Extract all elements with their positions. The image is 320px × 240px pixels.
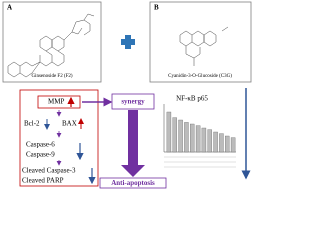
big-arrow <box>121 110 145 177</box>
panel-label: Ginsenoside F2 (F2) <box>31 74 72 79</box>
bar <box>172 117 177 153</box>
panel-label: Cyanidin-3-O-Glucoside (C3G) <box>168 74 232 79</box>
marker-label: Cleaved PARP <box>22 177 64 185</box>
bar <box>219 133 224 153</box>
marker-label: Bcl-2 <box>24 120 40 128</box>
bar <box>184 122 189 153</box>
marker-frame <box>19 89 99 187</box>
bar <box>190 123 195 153</box>
marker-label: BAX <box>62 120 77 128</box>
bar <box>166 111 172 153</box>
panel-b-box <box>149 1 252 83</box>
marker-label: Caspase-9 <box>26 151 55 159</box>
bar <box>225 135 230 153</box>
bar <box>213 131 218 153</box>
plus-sign <box>121 35 135 49</box>
bar <box>201 127 207 153</box>
panel-letter: A <box>7 4 12 12</box>
bar <box>230 137 236 153</box>
synergy-box <box>111 93 155 110</box>
c3g-structure <box>179 26 229 66</box>
bar <box>195 125 201 153</box>
f2-structure <box>7 13 95 78</box>
outcome-label: Anti-apoptosis <box>111 179 155 187</box>
marker-label: Caspase-6 <box>26 141 55 149</box>
bar <box>178 119 183 153</box>
synergy-label: synergy <box>121 98 145 106</box>
marker-label: MMP <box>48 98 64 106</box>
marker-label: Cleaved Caspase-3 <box>22 167 76 175</box>
chart-title: NF-κB p65 <box>176 95 208 103</box>
legend-table <box>164 156 236 168</box>
outcome-box <box>99 177 167 189</box>
panel-letter: B <box>154 4 159 12</box>
graphical-abstract: A Ginsenoside F2 (F2) B Cyanidin-3-O-Glu… <box>2 1 252 189</box>
bar <box>207 129 212 153</box>
